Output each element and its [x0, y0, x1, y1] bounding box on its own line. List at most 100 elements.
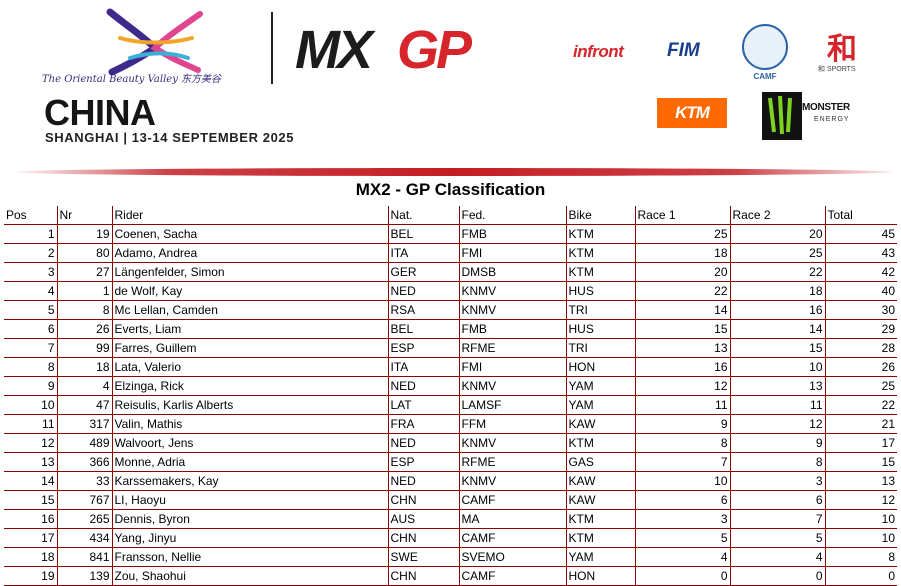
total-cell: 25 — [824, 376, 897, 396]
nr-cell: 4 — [56, 376, 112, 396]
pos-cell: 11 — [4, 414, 57, 434]
nr-cell: 18 — [56, 357, 112, 377]
rider-cell: Fransson, Nellie — [111, 547, 388, 567]
oriental-beauty-valley-logo — [106, 8, 203, 76]
nat-cell: NED — [387, 281, 459, 301]
column-header-race1: Race 1 — [634, 206, 730, 225]
bike-cell: KTM — [565, 262, 635, 282]
race1-cell: 0 — [634, 566, 730, 586]
nr-cell: 33 — [56, 471, 112, 491]
total-cell: 26 — [824, 357, 897, 377]
rider-cell: Walvoort, Jens — [111, 433, 388, 453]
column-header-nr: Nr — [56, 206, 112, 225]
race1-cell: 4 — [634, 547, 730, 567]
nat-cell: GER — [387, 262, 459, 282]
nr-cell: 27 — [56, 262, 112, 282]
fed-cell: RFME — [458, 452, 566, 472]
pos-cell: 10 — [4, 395, 57, 415]
table-row: 6 26 Everts, Liam BEL FMB HUS 15 14 29 — [4, 319, 897, 339]
divider — [271, 12, 273, 84]
nat-cell: FRA — [387, 414, 459, 434]
column-header-pos: Pos — [4, 206, 57, 225]
race2-cell: 18 — [729, 281, 825, 301]
nat-cell: BEL — [387, 319, 459, 339]
rider-cell: Yang, Jinyu — [111, 528, 388, 548]
race2-cell: 11 — [729, 395, 825, 415]
event-dates: SHANGHAI | 13-14 SEPTEMBER 2025 — [45, 130, 295, 145]
bike-cell: GAS — [565, 452, 635, 472]
total-cell: 10 — [824, 528, 897, 548]
nat-cell: CHN — [387, 528, 459, 548]
race1-cell: 3 — [634, 509, 730, 529]
column-header-nat: Nat. — [387, 206, 459, 225]
fed-cell: FMI — [458, 243, 566, 263]
nr-cell: 26 — [56, 319, 112, 339]
column-header-bike: Bike — [565, 206, 635, 225]
nat-cell: NED — [387, 433, 459, 453]
rider-cell: Everts, Liam — [111, 319, 388, 339]
nr-cell: 139 — [56, 566, 112, 586]
total-cell: 42 — [824, 262, 897, 282]
fed-cell: LAMSF — [458, 395, 566, 415]
fed-cell: FMB — [458, 224, 566, 244]
race1-cell: 5 — [634, 528, 730, 548]
fed-cell: KNMV — [458, 433, 566, 453]
race2-cell: 12 — [729, 414, 825, 434]
bike-cell: HUS — [565, 319, 635, 339]
bike-cell: KAW — [565, 414, 635, 434]
rider-cell: Zou, Shaohui — [111, 566, 388, 586]
fed-cell: SVEMO — [458, 547, 566, 567]
he-sports-label: 和 SPORTS — [818, 66, 856, 73]
monster-claw-icon — [762, 92, 802, 140]
bike-cell: HON — [565, 566, 635, 586]
race1-cell: 14 — [634, 300, 730, 320]
table-row: 10 47 Reisulis, Karlis Alberts LAT LAMSF YAM 1… — [4, 395, 897, 415]
rider-cell: Coenen, Sacha — [111, 224, 388, 244]
race1-cell: 10 — [634, 471, 730, 491]
bike-cell: TRI — [565, 338, 635, 358]
nr-cell: 767 — [56, 490, 112, 510]
pos-cell: 18 — [4, 547, 57, 567]
fim-logo: FIM — [667, 40, 700, 61]
total-cell: 29 — [824, 319, 897, 339]
rider-cell: Valin, Mathis — [111, 414, 388, 434]
rider-cell: Adamo, Andrea — [111, 243, 388, 263]
race2-cell: 0 — [729, 566, 825, 586]
nr-cell: 841 — [56, 547, 112, 567]
race2-cell: 9 — [729, 433, 825, 453]
race2-cell: 3 — [729, 471, 825, 491]
table-row: 15 767 LI, Haoyu CHN CAMF KAW 6 6 12 — [4, 490, 897, 510]
race2-cell: 10 — [729, 357, 825, 377]
table-row: 18 841 Fransson, Nellie SWE SVEMO YAM 4 4 8 — [4, 547, 897, 567]
bike-cell: YAM — [565, 547, 635, 567]
table-row: 16 265 Dennis, Byron AUS MA KTM 3 7 10 — [4, 509, 897, 529]
nat-cell: SWE — [387, 547, 459, 567]
fed-cell: FFM — [458, 414, 566, 434]
ktm-logo: KTM — [657, 98, 727, 128]
total-cell: 21 — [824, 414, 897, 434]
nr-cell: 80 — [56, 243, 112, 263]
monster-label: MONSTER — [802, 102, 850, 113]
fed-cell: KNMV — [458, 281, 566, 301]
nr-cell: 99 — [56, 338, 112, 358]
pos-cell: 12 — [4, 433, 57, 453]
rider-cell: LI, Haoyu — [111, 490, 388, 510]
bike-cell: KTM — [565, 243, 635, 263]
fed-cell: FMI — [458, 357, 566, 377]
bike-cell: KAW — [565, 490, 635, 510]
total-cell: 8 — [824, 547, 897, 567]
race1-cell: 20 — [634, 262, 730, 282]
pos-cell: 9 — [4, 376, 57, 396]
rider-cell: Karssemakers, Kay — [111, 471, 388, 491]
race2-cell: 5 — [729, 528, 825, 548]
fed-cell: CAMF — [458, 528, 566, 548]
pos-cell: 1 — [4, 224, 57, 244]
fed-cell: RFME — [458, 338, 566, 358]
nat-cell: ITA — [387, 357, 459, 377]
pos-cell: 7 — [4, 338, 57, 358]
table-row: 7 99 Farres, Guillem ESP RFME TRI 13 15 28 — [4, 338, 897, 358]
table-row: 3 27 Längenfelder, Simon GER DMSB KTM 20 22 42 — [4, 262, 897, 282]
total-cell: 12 — [824, 490, 897, 510]
table-row: 11 317 Valin, Mathis FRA FFM KAW 9 12 21 — [4, 414, 897, 434]
bike-cell: KAW — [565, 471, 635, 491]
